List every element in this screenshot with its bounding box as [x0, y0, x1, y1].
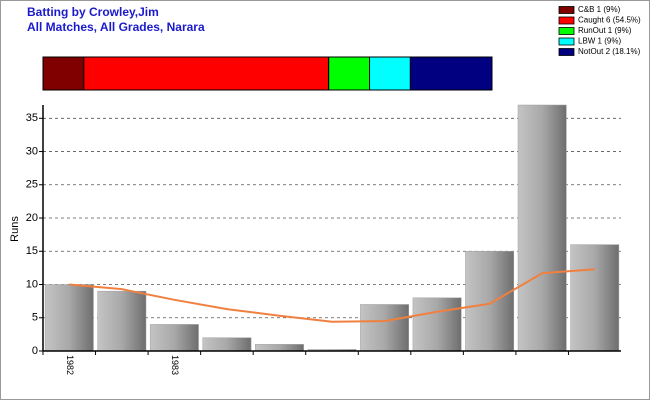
legend-swatch — [558, 16, 575, 25]
legend-swatch — [558, 6, 575, 14]
stack-segment — [369, 56, 411, 91]
y-tick-label: 20 — [26, 212, 38, 224]
bar — [255, 344, 304, 352]
bar — [360, 304, 409, 352]
bar — [44, 284, 94, 352]
y-tick-label: 25 — [26, 179, 38, 191]
x-tick-label: 1983 — [170, 355, 180, 375]
legend-swatch — [558, 37, 575, 46]
bar — [465, 251, 515, 352]
y-tick-label: 35 — [26, 112, 38, 124]
bar — [412, 297, 462, 352]
bar — [149, 324, 199, 352]
bar — [517, 104, 567, 352]
y-tick-label: 5 — [32, 312, 38, 324]
bar — [97, 290, 147, 352]
x-tick-label: 1982 — [65, 355, 75, 375]
chart-subtitle: All Matches, All Grades, Narara — [27, 20, 205, 34]
y-axis-label: Runs — [9, 216, 21, 242]
chart-title: Batting by Crowley,Jim — [27, 5, 159, 19]
stack-segment — [409, 56, 493, 91]
legend-swatch — [558, 48, 575, 56]
legend-label: C&B 1 (9%) — [578, 5, 621, 14]
bar — [202, 337, 252, 352]
legend-label: LBW 1 (9%) — [578, 37, 621, 46]
trend-line — [69, 268, 595, 323]
stack-segment — [83, 56, 330, 91]
stack-segment — [328, 56, 371, 91]
y-tick-label: 30 — [26, 145, 38, 157]
legend-label: Caught 6 (54.5%) — [578, 16, 641, 25]
legend-swatch — [558, 27, 575, 35]
legend-label: NotOut 2 (18.1%) — [578, 47, 641, 56]
y-tick-label: 0 — [32, 345, 38, 357]
y-tick-label: 10 — [26, 278, 38, 290]
legend-label: RunOut 1 (9%) — [578, 26, 632, 35]
y-tick-label: 15 — [26, 245, 38, 257]
bar — [570, 244, 620, 352]
stack-segment — [42, 56, 85, 91]
